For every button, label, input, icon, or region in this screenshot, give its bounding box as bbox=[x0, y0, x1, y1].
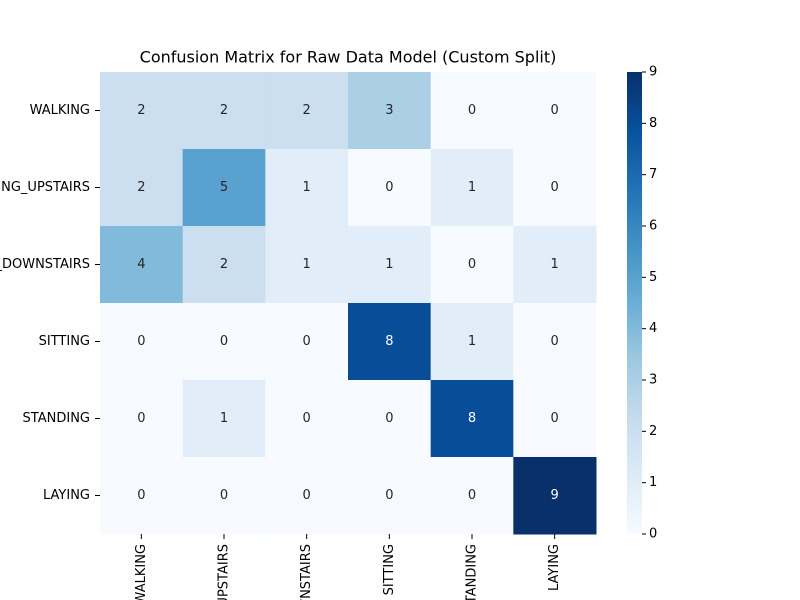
cell-label: 1 bbox=[468, 180, 476, 195]
cell-label: 1 bbox=[303, 180, 311, 195]
x-tick-label: LAYING bbox=[547, 544, 562, 591]
cell-label: 3 bbox=[385, 103, 393, 118]
cell-label: 0 bbox=[551, 103, 559, 118]
cell-label: 0 bbox=[303, 334, 311, 349]
colorbar-tick-label: 9 bbox=[649, 65, 657, 80]
heatmap-cell bbox=[265, 380, 349, 458]
heatmap-cell bbox=[513, 303, 597, 381]
heatmap-cell bbox=[430, 149, 514, 227]
heatmap-cell bbox=[513, 380, 597, 458]
cell-label: 0 bbox=[303, 411, 311, 426]
colorbar-tick-label: 2 bbox=[649, 424, 657, 439]
cell-label: 0 bbox=[385, 488, 393, 503]
heatmap-cell bbox=[430, 72, 514, 150]
colorbar-tick-label: 5 bbox=[649, 270, 657, 285]
heatmap-cell bbox=[348, 457, 432, 535]
cell-label: 0 bbox=[220, 488, 228, 503]
cell-label: 0 bbox=[551, 411, 559, 426]
cell-label: 0 bbox=[385, 180, 393, 195]
cell-label: 1 bbox=[303, 257, 311, 272]
heatmap-cell bbox=[182, 226, 266, 304]
y-tick-label: SITTING bbox=[39, 334, 90, 349]
y-tick-label: LAYING bbox=[43, 488, 90, 503]
heatmap-cell bbox=[430, 457, 514, 535]
heatmap-cell bbox=[265, 149, 349, 227]
cell-label: 1 bbox=[385, 257, 393, 272]
x-tick-label: WALKING_DOWNSTAIRS bbox=[299, 544, 314, 600]
colorbar bbox=[627, 72, 642, 534]
heatmap-cell bbox=[182, 72, 266, 150]
heatmap-cell bbox=[100, 226, 184, 304]
heatmap-cell bbox=[348, 226, 432, 304]
cell-label: 2 bbox=[220, 103, 228, 118]
heatmap-cell bbox=[265, 226, 349, 304]
heatmap-cell bbox=[513, 149, 597, 227]
y-tick-label: STANDING bbox=[23, 411, 90, 426]
cell-label: 8 bbox=[468, 411, 476, 426]
heatmap-cell bbox=[100, 303, 184, 381]
cell-label: 8 bbox=[385, 334, 393, 349]
heatmap-cell bbox=[265, 457, 349, 535]
heatmap-cell bbox=[430, 380, 514, 458]
heatmap-cell bbox=[430, 303, 514, 381]
heatmap-cell bbox=[182, 380, 266, 458]
x-tick-label: WALKING bbox=[134, 544, 149, 600]
cell-label: 0 bbox=[137, 334, 145, 349]
cell-label: 0 bbox=[303, 488, 311, 503]
cell-label: 1 bbox=[468, 334, 476, 349]
cell-label: 0 bbox=[551, 180, 559, 195]
cell-label: 2 bbox=[137, 180, 145, 195]
cell-label: 4 bbox=[137, 257, 145, 272]
colorbar-tick-label: 1 bbox=[649, 475, 657, 490]
heatmap-cell bbox=[348, 380, 432, 458]
colorbar-tick-label: 0 bbox=[649, 527, 657, 542]
x-tick-label: STANDING bbox=[465, 544, 480, 600]
x-tick-label: SITTING bbox=[382, 544, 397, 595]
colorbar-tick-label: 3 bbox=[649, 373, 657, 388]
heatmap-cell bbox=[265, 303, 349, 381]
heatmap-cell bbox=[348, 303, 432, 381]
heatmap-cell bbox=[430, 226, 514, 304]
y-tick-label: WALKING_DOWNSTAIRS bbox=[0, 257, 90, 272]
cell-label: 0 bbox=[551, 334, 559, 349]
heatmap-cell bbox=[348, 72, 432, 150]
cell-label: 2 bbox=[137, 103, 145, 118]
heatmap-cell bbox=[265, 72, 349, 150]
heatmap-cell bbox=[100, 149, 184, 227]
cell-label: 1 bbox=[220, 411, 228, 426]
heatmap-cell bbox=[100, 457, 184, 535]
heatmap-cell bbox=[348, 149, 432, 227]
colorbar-tick-label: 8 bbox=[649, 116, 657, 131]
colorbar-tick-label: 4 bbox=[649, 321, 657, 336]
cell-label: 0 bbox=[385, 411, 393, 426]
cell-label: 0 bbox=[220, 334, 228, 349]
x-tick-label: WALKING_UPSTAIRS bbox=[217, 544, 232, 600]
heatmap-cell bbox=[100, 72, 184, 150]
cell-label: 0 bbox=[468, 488, 476, 503]
cell-label: 0 bbox=[468, 103, 476, 118]
cell-label: 2 bbox=[303, 103, 311, 118]
cell-label: 1 bbox=[551, 257, 559, 272]
cell-label: 0 bbox=[137, 488, 145, 503]
cell-label: 9 bbox=[551, 488, 559, 503]
y-tick-label: WALKING_UPSTAIRS bbox=[0, 180, 90, 195]
chart-title: Confusion Matrix for Raw Data Model (Cus… bbox=[140, 48, 557, 67]
colorbar-tick-label: 6 bbox=[649, 219, 657, 234]
heatmap-cell bbox=[182, 149, 266, 227]
heatmap-cell bbox=[513, 72, 597, 150]
heatmap-cell bbox=[182, 303, 266, 381]
cell-label: 0 bbox=[468, 257, 476, 272]
heatmap-cell bbox=[182, 457, 266, 535]
heatmap-cell bbox=[513, 457, 597, 535]
colorbar-tick-label: 7 bbox=[649, 167, 657, 182]
y-tick-label: WALKING bbox=[30, 103, 90, 118]
cell-label: 5 bbox=[220, 180, 228, 195]
heatmap-cell bbox=[513, 226, 597, 304]
cell-label: 0 bbox=[137, 411, 145, 426]
heatmap-cell bbox=[100, 380, 184, 458]
cell-label: 2 bbox=[220, 257, 228, 272]
